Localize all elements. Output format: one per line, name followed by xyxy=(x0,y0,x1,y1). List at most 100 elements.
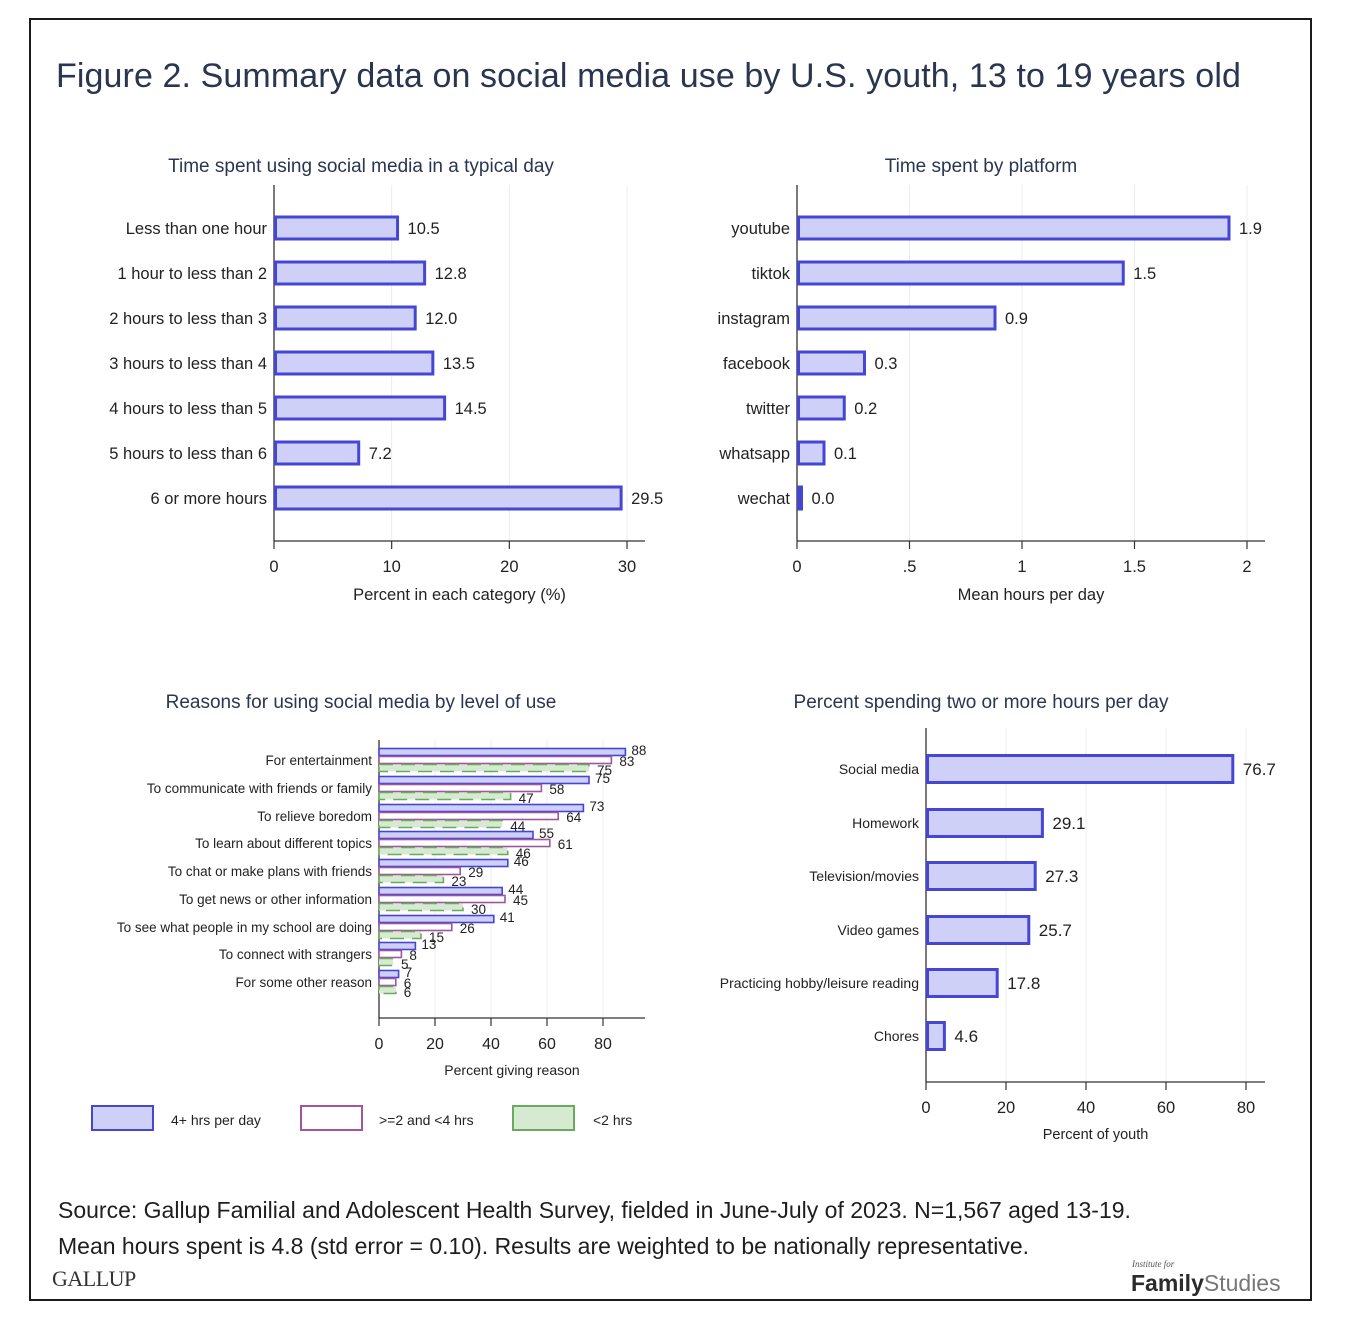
data-label: 1.5 xyxy=(1133,265,1156,283)
chart-title: Time spent using social media in a typic… xyxy=(168,156,554,177)
data-label: 44 xyxy=(508,882,524,897)
x-tick-label: .5 xyxy=(903,558,917,576)
data-label: 7.2 xyxy=(369,445,392,463)
bar xyxy=(274,440,361,466)
bar xyxy=(274,485,623,511)
data-label: 75 xyxy=(597,763,612,778)
bar-under2 xyxy=(378,957,394,967)
category-label: tiktok xyxy=(751,265,790,283)
x-tick-label: 80 xyxy=(594,1036,612,1053)
ifs-logo-subtitle: Institute for xyxy=(1132,1259,1175,1269)
data-label: 27.3 xyxy=(1045,867,1078,886)
data-label: 1.9 xyxy=(1239,220,1262,238)
category-label: Less than one hour xyxy=(126,220,268,238)
bar xyxy=(797,260,1125,286)
data-label: 64 xyxy=(566,810,582,825)
data-label: 17.8 xyxy=(1007,974,1040,993)
bar-2to4 xyxy=(378,783,543,793)
bar xyxy=(797,305,997,331)
category-label: Television/movies xyxy=(809,868,919,884)
data-label: 75 xyxy=(595,771,610,786)
data-label: 29.1 xyxy=(1052,814,1085,833)
data-label: 13 xyxy=(421,937,436,952)
x-tick-label: 10 xyxy=(382,558,400,576)
bar xyxy=(274,215,400,241)
x-tick-label: 2 xyxy=(1242,558,1251,576)
x-tick-label: 20 xyxy=(997,1099,1015,1117)
data-label: 5 xyxy=(401,957,409,972)
data-label: 15 xyxy=(429,930,444,945)
category-label: Practicing hobby/leisure reading xyxy=(720,975,919,991)
ifs-logo: FamilyStudies xyxy=(1131,1270,1281,1297)
bar-under2 xyxy=(378,846,509,856)
bar xyxy=(274,395,447,421)
data-label: 0.3 xyxy=(875,355,898,373)
data-label: 30 xyxy=(471,902,486,917)
bar-under2 xyxy=(378,930,422,940)
data-label: 83 xyxy=(619,754,634,769)
bar xyxy=(926,968,999,998)
chart-title: Reasons for using social media by level … xyxy=(166,692,557,713)
gallup-logo: GALLUP xyxy=(52,1266,136,1291)
data-label: 7 xyxy=(405,965,413,980)
data-label: 88 xyxy=(631,743,646,758)
data-label: 73 xyxy=(589,799,604,814)
bar-4plus xyxy=(378,914,495,924)
legend-swatch xyxy=(300,1105,363,1131)
source-note: Source: Gallup Familial and Adolescent H… xyxy=(58,1197,1131,1223)
x-tick-label: 30 xyxy=(618,558,636,576)
bar xyxy=(797,440,826,466)
category-label: 6 or more hours xyxy=(151,490,267,508)
data-label: 0.9 xyxy=(1005,310,1028,328)
chart-title: Percent spending two or more hours per d… xyxy=(794,692,1169,713)
bar xyxy=(797,485,803,511)
category-label: To connect with strangers xyxy=(219,947,372,962)
data-label: 14.5 xyxy=(455,400,487,418)
bar-2to4 xyxy=(378,949,403,959)
category-label: twitter xyxy=(746,400,791,418)
category-label: Social media xyxy=(839,761,919,777)
x-tick-label: 40 xyxy=(482,1036,500,1053)
x-tick-label: 0 xyxy=(921,1099,930,1117)
x-tick-label: 20 xyxy=(500,558,518,576)
category-label: 2 hours to less than 3 xyxy=(109,310,267,328)
category-label: instagram xyxy=(718,310,790,328)
data-label: 47 xyxy=(519,791,534,806)
x-axis-label: Percent of youth xyxy=(1043,1127,1149,1143)
data-label: 55 xyxy=(539,826,554,841)
category-label: To relieve boredom xyxy=(257,809,372,824)
bar-under2 xyxy=(378,874,445,884)
bar-4plus xyxy=(378,830,534,840)
data-label: 0.1 xyxy=(834,445,857,463)
category-label: To communicate with friends or family xyxy=(147,781,372,796)
x-axis-label: Percent giving reason xyxy=(444,1062,579,1078)
bar-4plus xyxy=(378,858,509,868)
data-label: 61 xyxy=(558,837,573,852)
category-label: To get news or other information xyxy=(179,892,372,907)
chart-title: Time spent by platform xyxy=(885,156,1078,177)
bar-2to4 xyxy=(378,838,551,848)
x-tick-label: 60 xyxy=(538,1036,556,1053)
bar-under2 xyxy=(378,902,464,912)
data-label: 41 xyxy=(500,910,515,925)
x-axis-label: Mean hours per day xyxy=(958,586,1106,604)
data-label: 25.7 xyxy=(1039,921,1072,940)
category-label: Homework xyxy=(852,815,920,831)
category-label: To chat or make plans with friends xyxy=(168,864,372,879)
bar xyxy=(797,215,1231,241)
bar-2to4 xyxy=(378,755,613,765)
data-label: 12.8 xyxy=(435,265,467,283)
ifs-logo-light: Studies xyxy=(1203,1270,1281,1296)
category-label: To see what people in my school are doin… xyxy=(117,920,372,935)
data-label: 0.2 xyxy=(854,400,877,418)
bar xyxy=(274,305,417,331)
bar-4plus xyxy=(378,747,627,757)
x-tick-label: 40 xyxy=(1077,1099,1095,1117)
bar xyxy=(926,754,1235,784)
data-label: 29 xyxy=(468,865,483,880)
bar-under2 xyxy=(378,985,397,995)
bar-4plus xyxy=(378,969,400,979)
data-label: 29.5 xyxy=(631,490,663,508)
data-label: 10.5 xyxy=(408,220,440,238)
mean-hours-note: Mean hours spent is 4.8 (std error = 0.1… xyxy=(58,1233,1029,1259)
